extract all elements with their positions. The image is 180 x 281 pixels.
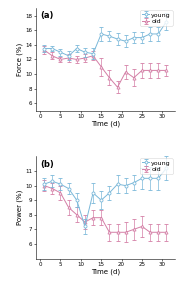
- Text: (b): (b): [40, 160, 54, 169]
- Y-axis label: Power (%): Power (%): [16, 190, 23, 225]
- Legend: young, old: young, old: [140, 158, 173, 174]
- Text: (a): (a): [40, 12, 53, 21]
- X-axis label: Time (d): Time (d): [91, 268, 120, 275]
- Legend: young, old: young, old: [140, 10, 173, 26]
- X-axis label: Time (d): Time (d): [91, 120, 120, 127]
- Y-axis label: Force (%): Force (%): [16, 43, 23, 76]
